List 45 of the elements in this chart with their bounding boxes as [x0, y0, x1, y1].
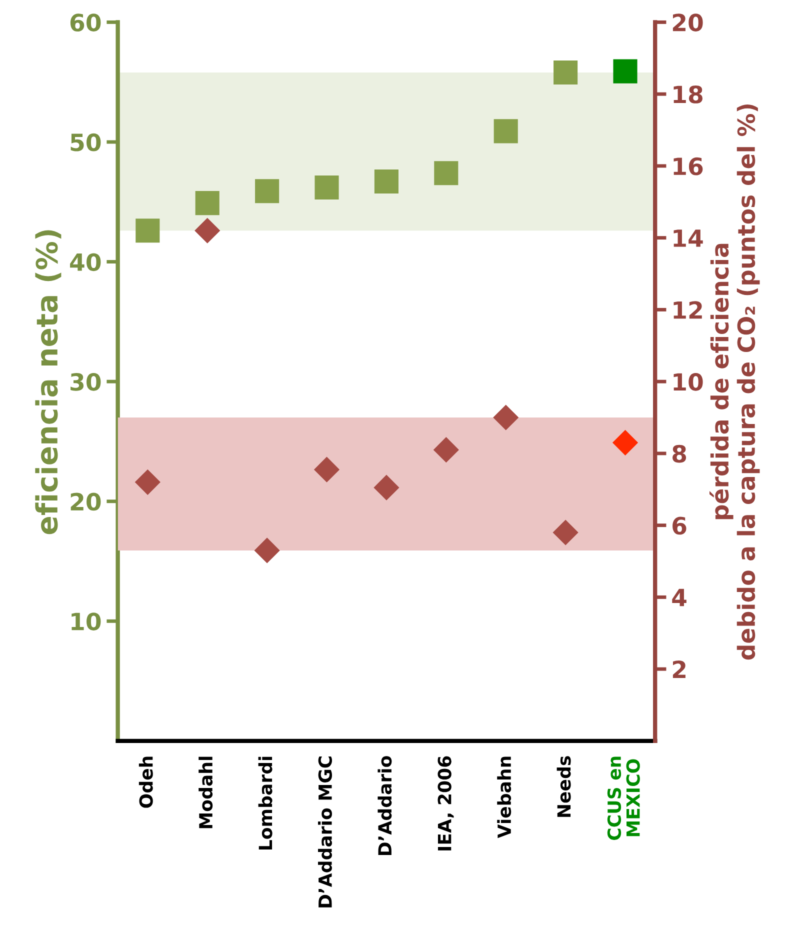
point	[433, 437, 459, 463]
y-axis-title: eficiencia neta (%)	[35, 230, 62, 534]
point	[374, 169, 398, 194]
y2-tick-label: 12	[674, 301, 702, 319]
point	[374, 474, 400, 500]
y2-tick-label: 2	[672, 660, 686, 678]
y2-tick-label: 10	[674, 373, 703, 391]
point	[554, 60, 578, 85]
point	[314, 456, 340, 482]
y2-tick-label: 8	[672, 444, 686, 463]
y-tick-label: 20	[70, 492, 101, 511]
y-tick-label: 30	[70, 373, 101, 391]
y-tick-label: 10	[72, 612, 101, 630]
point	[134, 469, 160, 495]
x-tick-label: Needs	[556, 756, 571, 817]
y-tick-label: 60	[70, 14, 101, 32]
x-tick-label: Lombardi	[258, 756, 272, 850]
point	[194, 218, 220, 244]
point	[494, 119, 518, 144]
point	[255, 179, 280, 204]
point	[314, 175, 339, 200]
point	[195, 191, 220, 216]
x-tick-label: IEA, 2006	[438, 756, 454, 850]
y-tick-label: 50	[70, 133, 101, 152]
point	[136, 218, 160, 243]
x-tick-label: Viebahn	[497, 756, 512, 838]
y2-tick-label: 20	[672, 14, 703, 32]
y2-tick-label: 4	[672, 588, 686, 606]
y2-tick-label: 16	[674, 157, 703, 176]
point	[552, 520, 578, 546]
y2-tick-label: 18	[674, 86, 702, 104]
x-tick-label: D’Addario	[378, 756, 392, 855]
y2-axis-title: pérdida de eficiencia debido a la captura de CO₂ (puntos del %)	[709, 104, 760, 660]
x-tick-label: Odeh	[138, 756, 153, 808]
y2-tick-label: 14	[674, 230, 703, 247]
point	[612, 430, 638, 456]
y-tick-label: 40	[70, 253, 101, 272]
point	[254, 538, 280, 564]
point	[493, 404, 519, 430]
x-tick-label: CCUS en MEXICO	[607, 756, 640, 840]
x-tick-label: Modahl	[198, 756, 213, 828]
x-tick-label: D’Addario MGC	[318, 756, 332, 908]
y2-tick-label: 6	[672, 516, 686, 535]
point	[434, 161, 458, 186]
point	[613, 59, 638, 84]
